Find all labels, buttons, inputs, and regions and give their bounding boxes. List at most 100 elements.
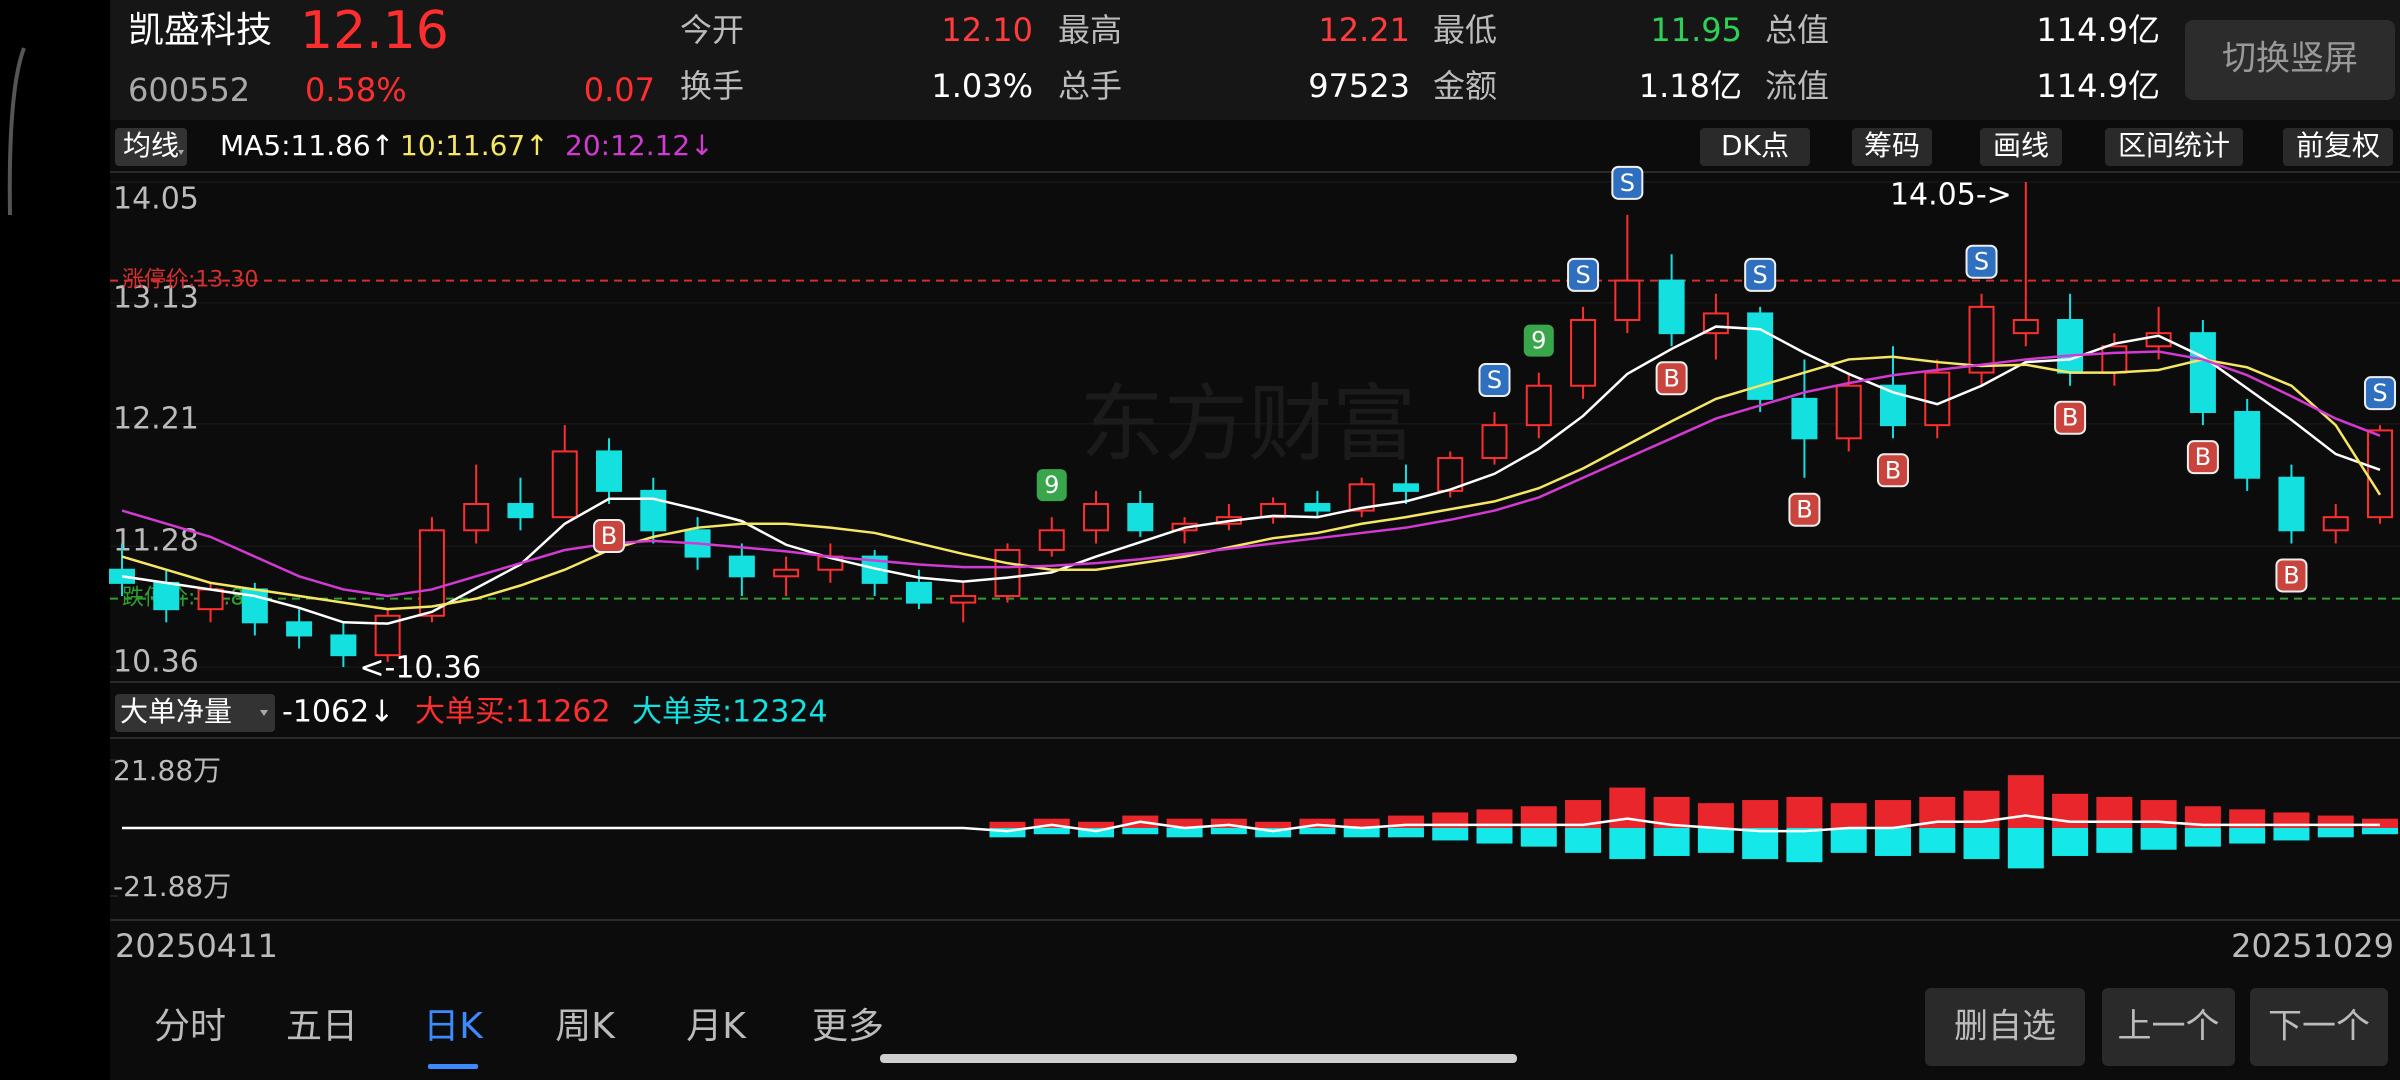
toolbar-button[interactable] [2283,128,2393,166]
stat-label: 金额 [1433,67,1497,105]
candle-body [1260,503,1287,519]
bar [1786,828,1823,863]
ma-line [121,355,2382,611]
candle-body [1481,424,1508,460]
bottom-button[interactable] [2250,988,2388,1066]
bar [2317,828,2354,838]
bar [1520,806,1557,828]
bottom-button-label[interactable]: 上一个 [2118,1007,2220,1047]
signal-text: 9 [1044,471,1059,499]
toolbar-button[interactable] [1980,128,2062,166]
candle-body [640,489,667,532]
candle-body [1083,503,1110,532]
signal-badge [1523,324,1554,357]
bottom-button-label[interactable]: 删自选 [1954,1007,2056,1047]
indicator-label[interactable]: 均线 [123,129,179,162]
toolbar-button[interactable] [1700,128,1810,166]
tab[interactable]: 五日 [286,1006,358,1047]
tab[interactable]: 周K [555,1006,616,1047]
ma-label: 20:12.12↓ [565,129,714,162]
ma-line [121,325,2381,625]
tab-underline [428,1064,478,1069]
bar [1122,828,1159,835]
signal-badge [2275,558,2308,593]
net-value: -1062↓ [282,695,394,730]
signal-text: S [1753,261,1768,289]
toolbar-button-label[interactable]: DK点 [1721,129,1789,162]
candle-body [596,450,623,492]
signal-text: B [2062,404,2078,432]
bar [1609,828,1646,860]
bar [1697,828,1734,853]
stat-value: 97523 [1308,67,1410,105]
tab[interactable]: 更多 [812,1006,884,1047]
bar [1874,828,1911,856]
bar [2184,806,2221,828]
bar [2096,796,2133,828]
bottom-button[interactable] [1925,988,2085,1066]
toolbar-button-label[interactable]: 区间统计 [2118,129,2230,162]
reference-label: 跌停价:10.88 [122,586,258,611]
bottom-button-label[interactable]: 下一个 [2268,1007,2370,1047]
signal-badge [2186,440,2219,475]
toolbar-button-label[interactable]: 画线 [1993,129,2049,162]
bar [989,828,1026,838]
orientation-button[interactable] [2185,20,2395,100]
signal-text: B [601,522,617,550]
bar [1033,828,1070,835]
candle-body [950,595,977,604]
y-tick-label: 14.05 [113,182,199,217]
bar [2052,828,2089,856]
bar [2007,828,2044,869]
orientation-button-label[interactable]: 切换竖屏 [2222,39,2358,79]
toolbar-button[interactable] [1852,128,1932,166]
edge-arc [7,47,26,216]
signal-badge [1876,453,1909,488]
signal-text: B [1796,496,1812,524]
stat-label: 总值 [1765,11,1829,49]
min-label: <-10.36 [359,651,481,686]
bar [1963,828,2000,860]
tab[interactable]: 分时 [154,1006,226,1047]
indicator-select[interactable] [115,694,275,732]
toolbar-button-label[interactable]: 筹码 [1864,129,1920,162]
toolbar-button-label[interactable]: 前复权 [2296,129,2380,162]
stock-name: 凯盛科技 [128,10,272,51]
stat-value: 12.21 [1318,11,1410,49]
ma-label: MA5:11.86↑ [220,129,394,162]
bar [2273,828,2310,841]
stat-value: 114.9亿 [2036,11,2160,49]
bar [2184,828,2221,847]
bar [1830,803,1867,828]
lower-indicator-label[interactable]: 大单净量 [120,695,232,728]
bottom-button[interactable] [2102,988,2235,1066]
bar [1786,796,1823,828]
indicator-select[interactable] [115,128,187,166]
signal-text: B [1663,364,1679,392]
candle-body [1038,529,1065,552]
candle-body [1835,384,1862,440]
candle-body [2322,516,2349,532]
candle-body [1304,503,1331,512]
stat-label: 总手 [1058,67,1122,105]
tab[interactable]: 日K [423,1006,484,1047]
candle-body [463,503,490,532]
bar [1210,828,1247,835]
bar [2140,828,2177,850]
y-tick-label: 10.36 [113,645,199,680]
tab[interactable]: 月K [686,1006,747,1047]
bar [2229,828,2266,844]
stat-value: 114.9亿 [2036,67,2160,105]
candle-body [1127,503,1154,532]
bar [1343,818,1380,828]
candle-body [507,503,534,519]
candle-body [418,529,445,617]
toolbar-button[interactable] [2105,128,2243,166]
change: 0.07 [584,71,655,109]
bar [2362,818,2398,828]
bar [1432,828,1469,841]
candle-body [1968,305,1995,374]
stat-label: 换手 [680,67,744,105]
